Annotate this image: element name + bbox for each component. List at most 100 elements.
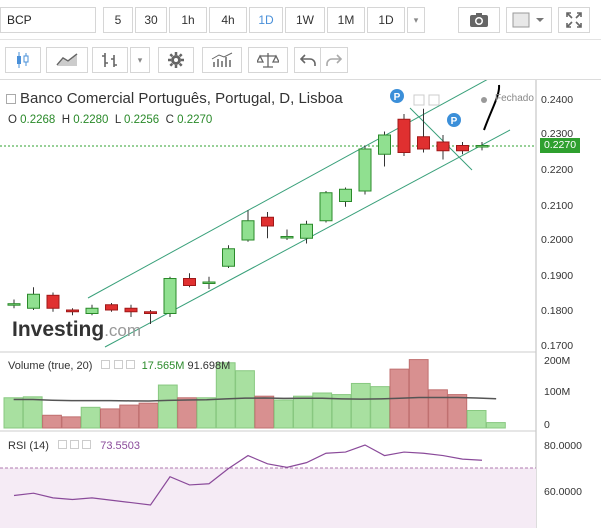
low-label: L <box>114 114 121 126</box>
chevron-down-icon[interactable]: ▾ <box>130 47 150 73</box>
candle <box>417 136 430 150</box>
candle <box>378 134 391 155</box>
rsi-tick: 80.0000 <box>544 440 582 452</box>
undo-icon[interactable] <box>294 47 322 73</box>
candle <box>46 294 60 309</box>
volume-series <box>3 359 506 429</box>
interval-1m-button[interactable]: 1M <box>327 7 365 33</box>
candle <box>241 220 255 241</box>
bars-type-icon[interactable] <box>92 47 128 73</box>
candle <box>456 145 469 152</box>
price-chart[interactable]: P P <box>0 80 601 528</box>
candle <box>85 307 99 314</box>
visibility-icon[interactable] <box>101 360 111 369</box>
price-tick: 0.2400 <box>541 94 574 106</box>
rsi-band <box>0 468 536 528</box>
market-status: Fechado <box>495 93 534 104</box>
volume-bar <box>447 394 468 429</box>
volume-ma-value: 91.698M <box>187 360 231 372</box>
rsi-pane-legend: RSI (14) 73.5503 <box>8 440 140 452</box>
fullscreen-icon[interactable] <box>558 7 590 33</box>
volume-bar <box>61 416 82 429</box>
volume-bar <box>254 395 275 429</box>
interval-5-button[interactable]: 5 <box>103 7 133 33</box>
price-tick: 0.1800 <box>541 305 574 317</box>
volume-ma-line <box>13 396 497 402</box>
gear-icon[interactable] <box>158 47 194 73</box>
candle <box>27 293 40 309</box>
instrument-name: Banco Comercial Português, Portugal, D, … <box>20 90 343 107</box>
volume-bar <box>408 359 429 429</box>
interval-dropdown-button[interactable]: 1D <box>367 7 405 33</box>
volume-tick: 200M <box>544 355 571 367</box>
settings-icon[interactable] <box>113 360 123 369</box>
volume-bar <box>196 397 217 429</box>
rsi-value: 73.5503 <box>100 440 140 452</box>
close-icon[interactable] <box>82 440 92 449</box>
volume-tick: 0 <box>544 419 550 431</box>
price-tick: 0.2000 <box>541 234 574 246</box>
close-value: 0.2270 <box>177 114 213 126</box>
redo-icon[interactable] <box>320 47 348 73</box>
candle <box>66 309 79 313</box>
volume-tick: 100M <box>544 386 571 398</box>
high-value: 0.2280 <box>73 114 109 126</box>
volume-bar <box>215 362 236 429</box>
volume-pane-legend: Volume (true, 20) 17.565M 91.698M <box>8 360 230 372</box>
volume-value: 17.565M <box>141 360 185 372</box>
camera-icon[interactable] <box>458 7 500 33</box>
volume-bar <box>235 370 255 429</box>
open-label: O <box>8 114 17 126</box>
pitchfork-line <box>409 107 473 171</box>
chevron-down-icon[interactable]: ▾ <box>407 7 425 33</box>
candle <box>319 192 333 222</box>
candle <box>397 118 411 153</box>
candlestick-series <box>7 108 489 324</box>
compare-scale-icon[interactable] <box>248 47 288 73</box>
candle <box>261 216 274 227</box>
collapse-icon[interactable] <box>6 94 16 105</box>
indicators-icon[interactable] <box>202 47 242 73</box>
candle <box>105 304 118 311</box>
high-label: H <box>61 114 71 126</box>
volume-label: Volume (true, 20) <box>8 360 93 372</box>
svg-text:P: P <box>451 116 458 127</box>
interval-30-button[interactable]: 30 <box>135 7 167 33</box>
interval-1w-button[interactable]: 1W <box>285 7 325 33</box>
candle <box>7 303 21 306</box>
low-value: 0.2256 <box>124 114 160 126</box>
interval-1d-button[interactable]: 1D <box>249 7 283 33</box>
volume-bar <box>157 384 178 429</box>
candle <box>280 236 294 239</box>
top-toolbar: BCP 5 30 1h 4h 1D 1W 1M 1D ▾ <box>0 0 601 40</box>
volume-bar <box>42 414 62 429</box>
candle <box>144 311 157 314</box>
investing-logo: Investing.com <box>12 318 142 341</box>
freehand-drawing <box>483 84 501 131</box>
candles-type-icon[interactable] <box>5 47 41 73</box>
volume-bar <box>138 402 159 429</box>
candle <box>202 281 216 284</box>
volume-bar <box>80 406 101 429</box>
area-chart-icon[interactable] <box>46 47 88 73</box>
visibility-icon[interactable] <box>58 440 68 449</box>
interval-4h-button[interactable]: 4h <box>209 7 247 33</box>
drawing-toolbar: ▾ <box>0 40 601 80</box>
rsi-line <box>13 444 483 506</box>
rsi-label: RSI (14) <box>8 440 49 452</box>
settings-icon[interactable] <box>70 440 80 449</box>
candle <box>436 141 450 152</box>
volume-bar <box>428 389 448 429</box>
symbol-input[interactable]: BCP <box>0 7 96 33</box>
price-tick: 0.2200 <box>541 164 574 176</box>
volume-bar <box>273 399 294 429</box>
interval-1h-button[interactable]: 1h <box>169 7 207 33</box>
event-marker-icon[interactable]: P <box>390 89 404 103</box>
candle <box>300 223 313 239</box>
volume-bar <box>486 422 506 429</box>
status-dot-icon <box>481 97 487 103</box>
event-marker-icon[interactable]: P <box>447 113 461 127</box>
close-icon[interactable] <box>125 360 135 369</box>
last-price-tag: 0.2270 <box>540 138 580 153</box>
chart-style-button[interactable] <box>506 7 552 33</box>
